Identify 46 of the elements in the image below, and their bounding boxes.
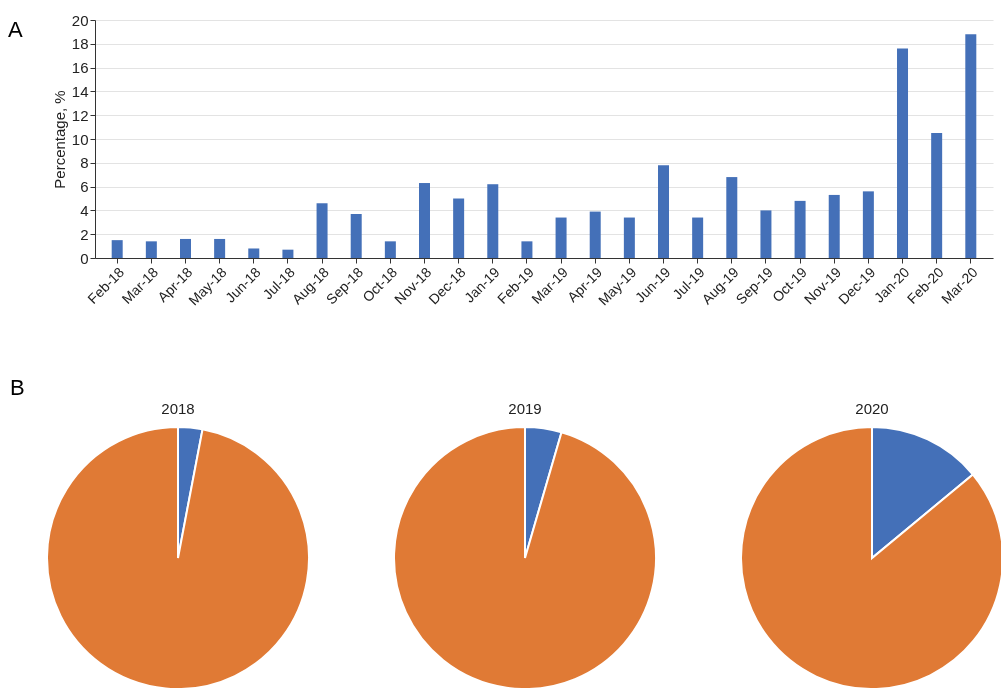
pie-slice [740, 426, 1001, 688]
y-tick-label: 4 [80, 201, 89, 219]
text: B [10, 375, 25, 400]
bar [658, 165, 670, 258]
chart-title: 2020 [855, 400, 889, 417]
bar [316, 203, 328, 258]
bar [555, 217, 567, 258]
bar [692, 217, 704, 258]
bar [282, 249, 294, 258]
bar [623, 217, 635, 258]
bar [828, 194, 840, 258]
y-tick-label: 2 [80, 225, 89, 243]
bar [521, 241, 533, 258]
y-tick-label: 14 [71, 82, 89, 100]
bar [145, 241, 157, 258]
y-tick-label: 8 [80, 154, 89, 172]
bar [589, 211, 601, 258]
y-tick-label: 20 [71, 11, 89, 29]
bar [453, 198, 465, 258]
bar [931, 133, 943, 258]
bar [214, 238, 226, 258]
bar [487, 184, 499, 258]
text: A [8, 17, 23, 42]
chart-title: 2018 [161, 400, 195, 417]
y-tick-label: 12 [71, 106, 89, 124]
bar [897, 48, 909, 258]
y-tick-label: 18 [71, 35, 89, 53]
bar [111, 240, 123, 258]
bar [794, 200, 806, 258]
bar [350, 213, 362, 258]
bar [179, 238, 191, 258]
bar [418, 183, 430, 258]
bar [384, 241, 396, 258]
y-tick-label: 6 [80, 178, 89, 196]
bar [760, 210, 772, 258]
bar [965, 34, 977, 258]
bar [248, 248, 260, 258]
y-tick-label: 10 [71, 130, 89, 148]
y-tick-label: 16 [71, 59, 89, 77]
pie-slice [46, 426, 310, 688]
bar [726, 177, 738, 258]
pie-slice [393, 426, 657, 688]
y-axis-title: Percentage, % [50, 90, 68, 189]
y-tick-label: 0 [80, 249, 89, 267]
chart-title: 2019 [508, 400, 542, 417]
bar [862, 191, 874, 258]
